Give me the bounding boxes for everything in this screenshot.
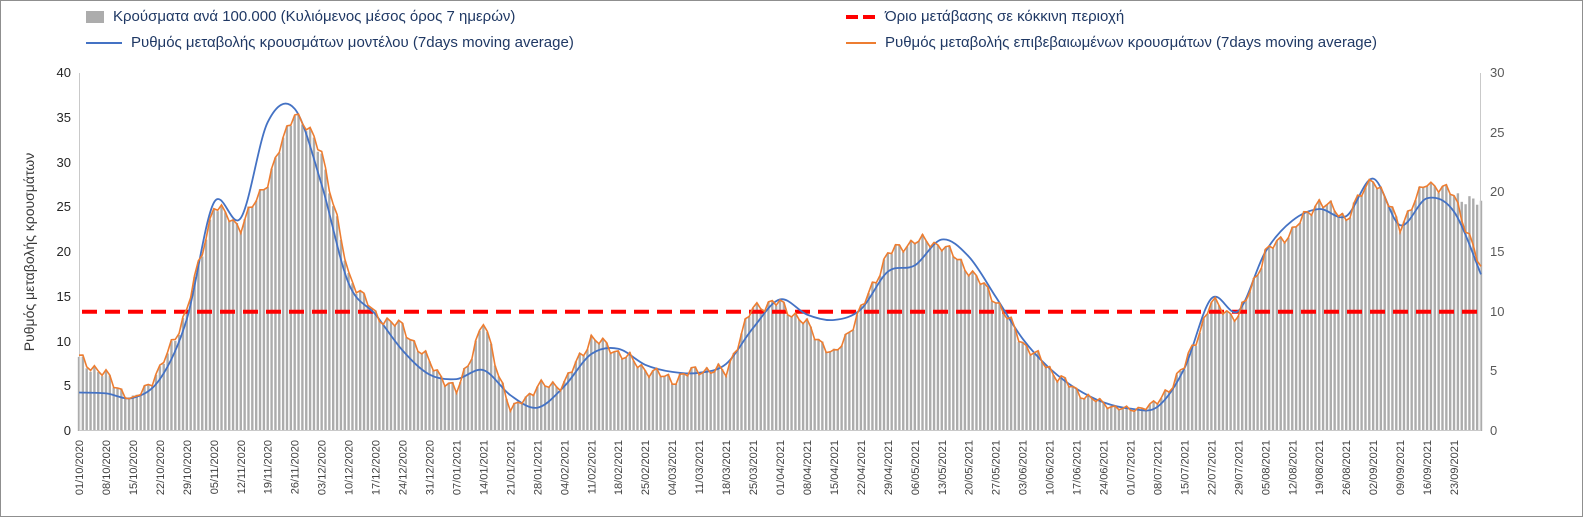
- x-axis-label: 16/09/2021: [1422, 440, 1434, 495]
- legend-item-confirmed-rate: Ρυθμός μεταβολής επιβεβαιωμένων κρουσμάτ…: [846, 34, 1377, 51]
- x-axis-label: 28/01/2021: [532, 440, 544, 495]
- model-line-series: [78, 102, 1482, 412]
- left-axis-tick: 30: [56, 154, 71, 170]
- x-axis-label: 04/03/2021: [667, 440, 679, 495]
- x-axis-label: 05/11/2020: [209, 440, 221, 494]
- x-axis-label: 17/12/2020: [371, 440, 383, 495]
- x-axis-label: 09/09/2021: [1395, 440, 1407, 495]
- x-axis-label: 23/09/2021: [1449, 440, 1461, 495]
- legend-item-model-rate: Ρυθμός μεταβολής κρουσμάτων μοντέλου (7d…: [86, 34, 574, 51]
- x-axis-label: 18/02/2021: [613, 440, 625, 495]
- right-axis-tick: 20: [1490, 184, 1505, 200]
- x-axis-label: 01/04/2021: [775, 440, 787, 495]
- x-axis-label: 21/01/2021: [505, 440, 517, 495]
- chart-canvas: [77, 73, 1483, 432]
- x-axis-label: 20/05/2021: [964, 440, 976, 495]
- x-axis-label: 15/07/2021: [1179, 440, 1191, 495]
- x-axis-label: 22/07/2021: [1206, 440, 1218, 495]
- left-axis-tick: 10: [56, 333, 71, 349]
- confirmed-line-series: [78, 113, 1482, 414]
- x-axis-label: 27/05/2021: [991, 440, 1003, 495]
- dashed-line-marker-icon: [846, 14, 876, 19]
- x-axis-label: 31/12/2020: [425, 440, 437, 495]
- x-axis-label: 26/11/2020: [290, 440, 302, 494]
- x-axis-label: 19/08/2021: [1314, 440, 1326, 495]
- legend-label-confirmed-rate: Ρυθμός μεταβολής επιβεβαιωμένων κρουσμάτ…: [885, 34, 1377, 51]
- left-axis-tick: 40: [56, 65, 71, 80]
- x-axis-label: 10/12/2020: [344, 440, 356, 495]
- x-axis-label: 13/05/2021: [937, 440, 949, 495]
- left-axis-tick: 0: [63, 423, 71, 438]
- x-axis-label: 11/03/2021: [694, 440, 706, 494]
- x-axis-label: 22/10/2020: [155, 440, 167, 495]
- x-axis-label: 24/12/2020: [398, 440, 410, 495]
- x-axis-label: 29/04/2021: [883, 440, 895, 495]
- x-axis-label: 07/01/2021: [452, 440, 464, 495]
- x-axis-label: 01/07/2021: [1126, 440, 1138, 495]
- x-axis-label: 17/06/2021: [1072, 440, 1084, 495]
- x-axis-label: 06/05/2021: [910, 440, 922, 495]
- x-axis-label: 12/08/2021: [1287, 440, 1299, 495]
- x-axis-label: 12/11/2020: [236, 440, 248, 494]
- left-axis-tick: 5: [63, 378, 71, 394]
- x-axis-label: 14/01/2021: [478, 440, 490, 495]
- left-axis-tick: 25: [56, 199, 71, 215]
- x-axis-label: 02/09/2021: [1368, 440, 1380, 495]
- x-axis-label: 03/06/2021: [1018, 440, 1030, 495]
- x-axis-label: 22/04/2021: [856, 440, 868, 495]
- x-axis-label: 15/10/2020: [128, 440, 140, 495]
- x-axis-label: 05/08/2021: [1260, 440, 1272, 495]
- x-axis-label: 01/10/2020: [74, 440, 86, 495]
- legend-item-red-zone-threshold: Όριο μετάβασης σε κόκκινη περιοχή: [846, 8, 1124, 25]
- axis-frame: [79, 73, 1481, 431]
- legend-label-red-zone-threshold: Όριο μετάβασης σε κόκκινη περιοχή: [885, 8, 1125, 25]
- right-axis-tick: 25: [1490, 124, 1505, 140]
- x-axis-label: 08/10/2020: [101, 440, 113, 495]
- x-axis-label: 25/03/2021: [748, 440, 760, 495]
- legend-item-cases-per-100k: Κρούσματα ανά 100.000 (Κυλιόμενος μέσος …: [86, 8, 515, 25]
- x-axis-label: 24/06/2021: [1099, 440, 1111, 495]
- x-axis-label: 29/10/2020: [182, 440, 194, 495]
- x-axis-label: 18/03/2021: [721, 440, 733, 495]
- x-axis-label: 08/07/2021: [1153, 440, 1165, 495]
- x-axis-label: 25/02/2021: [640, 440, 652, 495]
- x-axis: 01/10/2020 08/10/2020 15/10/2020 22/10/2020…: [74, 431, 1481, 516]
- left-axis-tick: 20: [56, 244, 71, 259]
- x-axis-label: 03/12/2020: [317, 440, 329, 495]
- right-axis-tick: 15: [1490, 244, 1505, 259]
- right-axis-tick: 10: [1490, 303, 1505, 319]
- x-axis-label: 26/08/2021: [1341, 440, 1353, 495]
- x-axis-labels: 01/10/2020 08/10/2020 15/10/2020 22/10/2020…: [74, 440, 1461, 495]
- cases-bars-series: [77, 114, 1483, 432]
- left-axis-tick: 35: [56, 109, 71, 125]
- x-axis-label: 29/07/2021: [1233, 440, 1245, 495]
- x-axis-label: 08/04/2021: [802, 440, 814, 495]
- right-axis-tick: 30: [1490, 65, 1505, 80]
- legend-label-model-rate: Ρυθμός μεταβολής κρουσμάτων μοντέλου (7d…: [131, 34, 574, 51]
- orange-line-marker-icon: [846, 41, 876, 44]
- x-axis-label: 11/02/2021: [586, 440, 598, 494]
- plot-area: [77, 73, 1483, 432]
- blue-line-marker-icon: [86, 41, 122, 44]
- left-axis-tick: 15: [56, 288, 71, 304]
- right-axis-tick: 0: [1490, 423, 1498, 438]
- right-axis-tick: 5: [1490, 363, 1498, 379]
- x-axis-label: 15/04/2021: [829, 440, 841, 495]
- x-axis-label: 10/06/2021: [1045, 440, 1057, 495]
- x-axis-label: 04/02/2021: [559, 440, 571, 495]
- legend-label-cases-per-100k: Κρούσματα ανά 100.000 (Κυλιόμενος μέσος …: [113, 8, 516, 25]
- x-axis-label: 19/11/2020: [263, 440, 275, 494]
- bar-series-marker-icon: [86, 10, 104, 23]
